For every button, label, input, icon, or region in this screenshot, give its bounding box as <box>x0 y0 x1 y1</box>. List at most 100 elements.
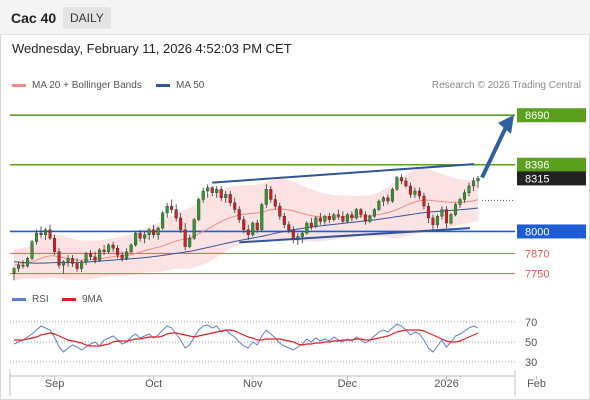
candle <box>25 258 30 267</box>
ma50-swatch <box>156 84 170 87</box>
candle <box>399 177 403 182</box>
candle <box>188 237 192 247</box>
candle <box>80 261 84 269</box>
candle <box>237 209 241 220</box>
candle <box>345 214 349 222</box>
candle <box>242 219 246 230</box>
candle <box>363 214 367 222</box>
candle <box>359 209 363 215</box>
candle <box>102 249 106 252</box>
candle <box>404 180 408 187</box>
x-tick-label: Oct <box>145 378 162 390</box>
candle <box>48 229 52 239</box>
candle <box>129 244 133 252</box>
timeframe-badge[interactable]: DAILY <box>63 7 111 29</box>
candle <box>201 190 205 200</box>
level-label-8396: 8396 <box>525 160 549 172</box>
ma20-line <box>13 199 479 266</box>
x-tick-label: 2026 <box>434 378 458 390</box>
level-box-8396 <box>517 157 586 172</box>
candle <box>278 205 282 217</box>
candle <box>228 194 232 204</box>
legend-rsi: RSI <box>12 294 49 305</box>
candle <box>341 216 345 222</box>
rsi-tick-70: 70 <box>525 317 537 329</box>
candle <box>453 204 458 215</box>
candle <box>206 187 210 192</box>
forecast-arrow-head <box>498 114 514 134</box>
chart-datetime: Wednesday, February 11, 2026 4:52:03 PM … <box>12 41 292 56</box>
candle <box>107 244 111 252</box>
candle <box>93 256 97 261</box>
candle <box>417 190 421 197</box>
candle <box>116 248 120 256</box>
candle <box>147 229 151 236</box>
ma20-swatch <box>12 84 26 87</box>
legend-rsi-label: RSI <box>32 294 49 305</box>
legend-rsi-ma-label: 9MA <box>82 294 103 305</box>
candle <box>170 205 174 210</box>
level-box-8315 <box>517 171 586 186</box>
candle <box>368 216 372 222</box>
legend-ma20-label: MA 20 + Bollinger Bands <box>32 80 142 91</box>
rsi-swatch <box>12 298 26 301</box>
x-tick-label: Nov <box>243 378 263 390</box>
candle <box>390 189 394 202</box>
candle <box>57 251 61 266</box>
candle <box>354 209 358 219</box>
candle <box>273 199 277 207</box>
candle <box>309 222 313 227</box>
candle <box>287 224 291 230</box>
candle <box>98 249 102 261</box>
candle <box>165 205 169 214</box>
candle <box>84 253 88 262</box>
candle <box>134 232 138 246</box>
candle <box>251 222 255 236</box>
candle <box>300 232 304 237</box>
candle <box>215 189 219 193</box>
candle <box>192 219 196 239</box>
candle <box>125 251 129 259</box>
candle <box>264 189 268 205</box>
candle <box>219 189 223 198</box>
ma50-line <box>13 207 479 264</box>
candle <box>39 232 43 236</box>
candle <box>323 216 327 222</box>
candle <box>43 229 48 236</box>
candle <box>435 216 439 225</box>
level-box-8000 <box>517 224 586 239</box>
rsi-tick-30: 30 <box>525 357 537 369</box>
candle <box>458 199 462 205</box>
bollinger-band <box>14 168 478 281</box>
candle <box>120 254 124 259</box>
legend-ma50-label: MA 50 <box>176 80 205 91</box>
candle <box>21 264 25 267</box>
candle <box>12 268 16 274</box>
candle <box>350 214 354 219</box>
rsi-series-ma <box>14 329 479 347</box>
candle <box>246 229 250 236</box>
candle <box>197 199 201 220</box>
candle <box>282 216 286 225</box>
candle <box>30 241 34 259</box>
candle <box>476 178 480 182</box>
x-tick-label: Dec <box>338 378 358 390</box>
level-label-7750: 7750 <box>525 269 549 281</box>
candle <box>314 217 318 227</box>
header-bar: Cac 40 DAILY <box>0 0 590 35</box>
candle <box>462 192 467 200</box>
candle <box>318 217 322 222</box>
legend-rsi-ma: 9MA <box>62 294 103 305</box>
candle <box>16 264 21 269</box>
candle <box>89 253 93 257</box>
candle <box>179 217 183 230</box>
forecast-arrow-shaft <box>480 124 509 179</box>
candle <box>34 232 39 242</box>
candle <box>71 258 75 264</box>
candle <box>426 205 430 219</box>
candle <box>269 189 273 200</box>
candle <box>260 204 264 230</box>
candle <box>210 187 214 193</box>
candle <box>422 195 426 207</box>
legend-ma50: MA 50 <box>156 80 204 91</box>
